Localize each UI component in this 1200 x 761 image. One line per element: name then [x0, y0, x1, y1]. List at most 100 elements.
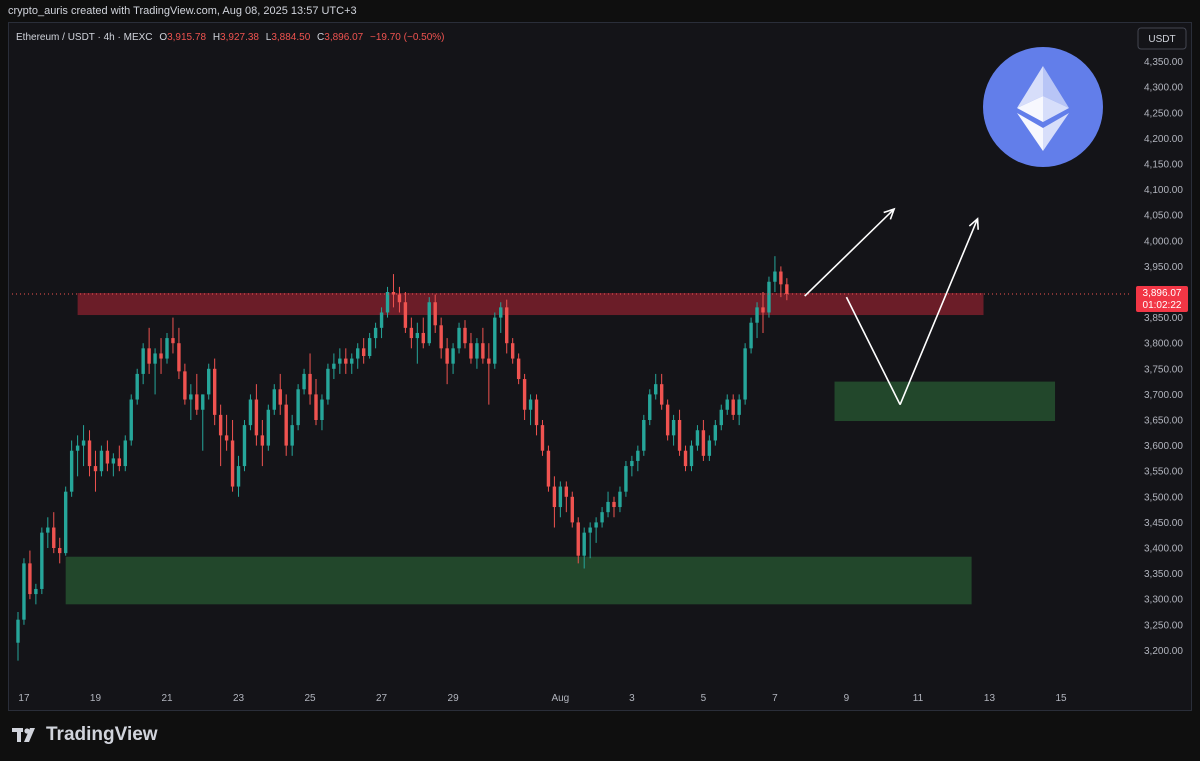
price-tick-label: 3,250.00 — [1144, 620, 1183, 631]
candle-body — [451, 348, 455, 364]
candle-body — [290, 425, 294, 446]
candle-body — [34, 588, 38, 595]
time-tick-label: 11 — [913, 693, 924, 704]
candle-body — [379, 312, 384, 328]
candle-body — [469, 343, 473, 359]
support-zone — [65, 556, 972, 605]
price-tick-label: 3,300.00 — [1144, 595, 1183, 606]
candle-body — [695, 430, 700, 446]
price-tick-label: 3,450.00 — [1144, 518, 1183, 529]
candle-body — [481, 343, 485, 359]
candle-body — [463, 327, 467, 344]
candle-body — [183, 371, 187, 400]
price-tick-label: 3,700.00 — [1144, 390, 1183, 401]
time-tick-label: 7 — [772, 693, 778, 704]
candle-body — [326, 368, 330, 400]
candle-body — [624, 466, 628, 492]
candle-body — [266, 409, 271, 446]
candle-body — [457, 327, 461, 349]
candle-body — [767, 281, 771, 313]
candle-body — [212, 368, 217, 415]
candle-body — [171, 338, 175, 344]
candle-body — [284, 404, 288, 446]
candle-body — [594, 522, 598, 528]
candle-body — [415, 332, 420, 339]
price-tick-label: 4,000.00 — [1144, 236, 1183, 247]
candle-body — [785, 284, 789, 295]
candle-body — [522, 379, 527, 410]
candle-body — [338, 358, 342, 364]
candle-body — [570, 496, 574, 523]
tradingview-brand[interactable]: TradingView — [12, 724, 158, 746]
candle-body — [22, 563, 26, 620]
price-tick-label: 4,300.00 — [1144, 83, 1183, 94]
time-tick-label: 17 — [18, 693, 30, 704]
forecast-arrow-head — [883, 207, 896, 220]
forecast-arrow-line — [899, 218, 979, 405]
candle-body — [16, 619, 20, 643]
price-tick-label: 3,650.00 — [1144, 416, 1183, 427]
candle-body — [642, 420, 646, 451]
candle-body — [689, 445, 694, 467]
candle-body — [278, 389, 282, 405]
candle-body — [153, 353, 157, 364]
candle-body — [773, 271, 777, 282]
candle-body — [248, 399, 253, 426]
candle-body — [189, 394, 193, 400]
candle-body — [314, 394, 318, 420]
candle-body — [659, 384, 664, 405]
candle-body — [475, 343, 479, 359]
candle-body — [224, 435, 229, 441]
candle-body — [87, 440, 92, 467]
candle-body — [588, 527, 592, 533]
candle-body — [397, 294, 402, 303]
currency-button[interactable]: USDT — [1137, 27, 1187, 50]
candle-body — [236, 466, 241, 487]
candle-body — [755, 307, 759, 323]
time-tick-label: 5 — [701, 693, 707, 704]
forecast-arrows — [804, 207, 979, 405]
candle-body — [260, 435, 265, 446]
candle-body — [552, 486, 557, 508]
candle-body — [582, 532, 586, 556]
candles — [16, 256, 789, 661]
candle-body — [350, 358, 354, 364]
candle-body — [207, 368, 211, 395]
price-tick-label: 3,400.00 — [1144, 544, 1183, 555]
price-tick-label: 3,850.00 — [1144, 313, 1183, 324]
candle-body — [606, 501, 610, 513]
forecast-arrow-head — [968, 217, 979, 230]
price-tick-label: 3,800.00 — [1144, 339, 1183, 350]
candle-body — [499, 307, 503, 318]
price-axis: 3,200.00 3,250.00 3,300.00 3,350.00 3,400.00… — [1144, 57, 1183, 657]
price-tick-label: 4,350.00 — [1144, 57, 1183, 68]
resistance-zone — [77, 293, 984, 316]
candle-body — [242, 425, 247, 467]
candle-body — [558, 486, 563, 508]
candle-body — [719, 409, 723, 426]
candle-body — [612, 501, 616, 508]
zones — [65, 293, 1056, 605]
candle-body — [510, 343, 515, 359]
candle-body — [677, 420, 682, 451]
candle-body — [487, 358, 491, 364]
time-tick-label: 25 — [304, 693, 316, 704]
chart-credit: crypto_auris created with TradingView.co… — [0, 0, 1200, 22]
candle-body — [308, 373, 312, 395]
bar-countdown: 01:02:22 — [1143, 300, 1182, 311]
candle-body — [201, 394, 205, 410]
candle-body — [272, 389, 276, 410]
candle-body — [40, 532, 44, 589]
time-axis: 17 19 21 23 25 27 29 Aug 3 5 7 9 11 13 15 — [18, 693, 1067, 704]
candle-body — [409, 327, 414, 339]
candle-body — [52, 527, 56, 548]
candle-body — [373, 327, 378, 339]
candle-body — [630, 460, 634, 467]
candle-body — [230, 440, 235, 487]
candle-body — [564, 486, 569, 497]
candle-body — [683, 450, 688, 467]
price-tick-label: 4,150.00 — [1144, 160, 1183, 171]
candle-body — [302, 373, 306, 390]
candle-body — [344, 358, 348, 364]
